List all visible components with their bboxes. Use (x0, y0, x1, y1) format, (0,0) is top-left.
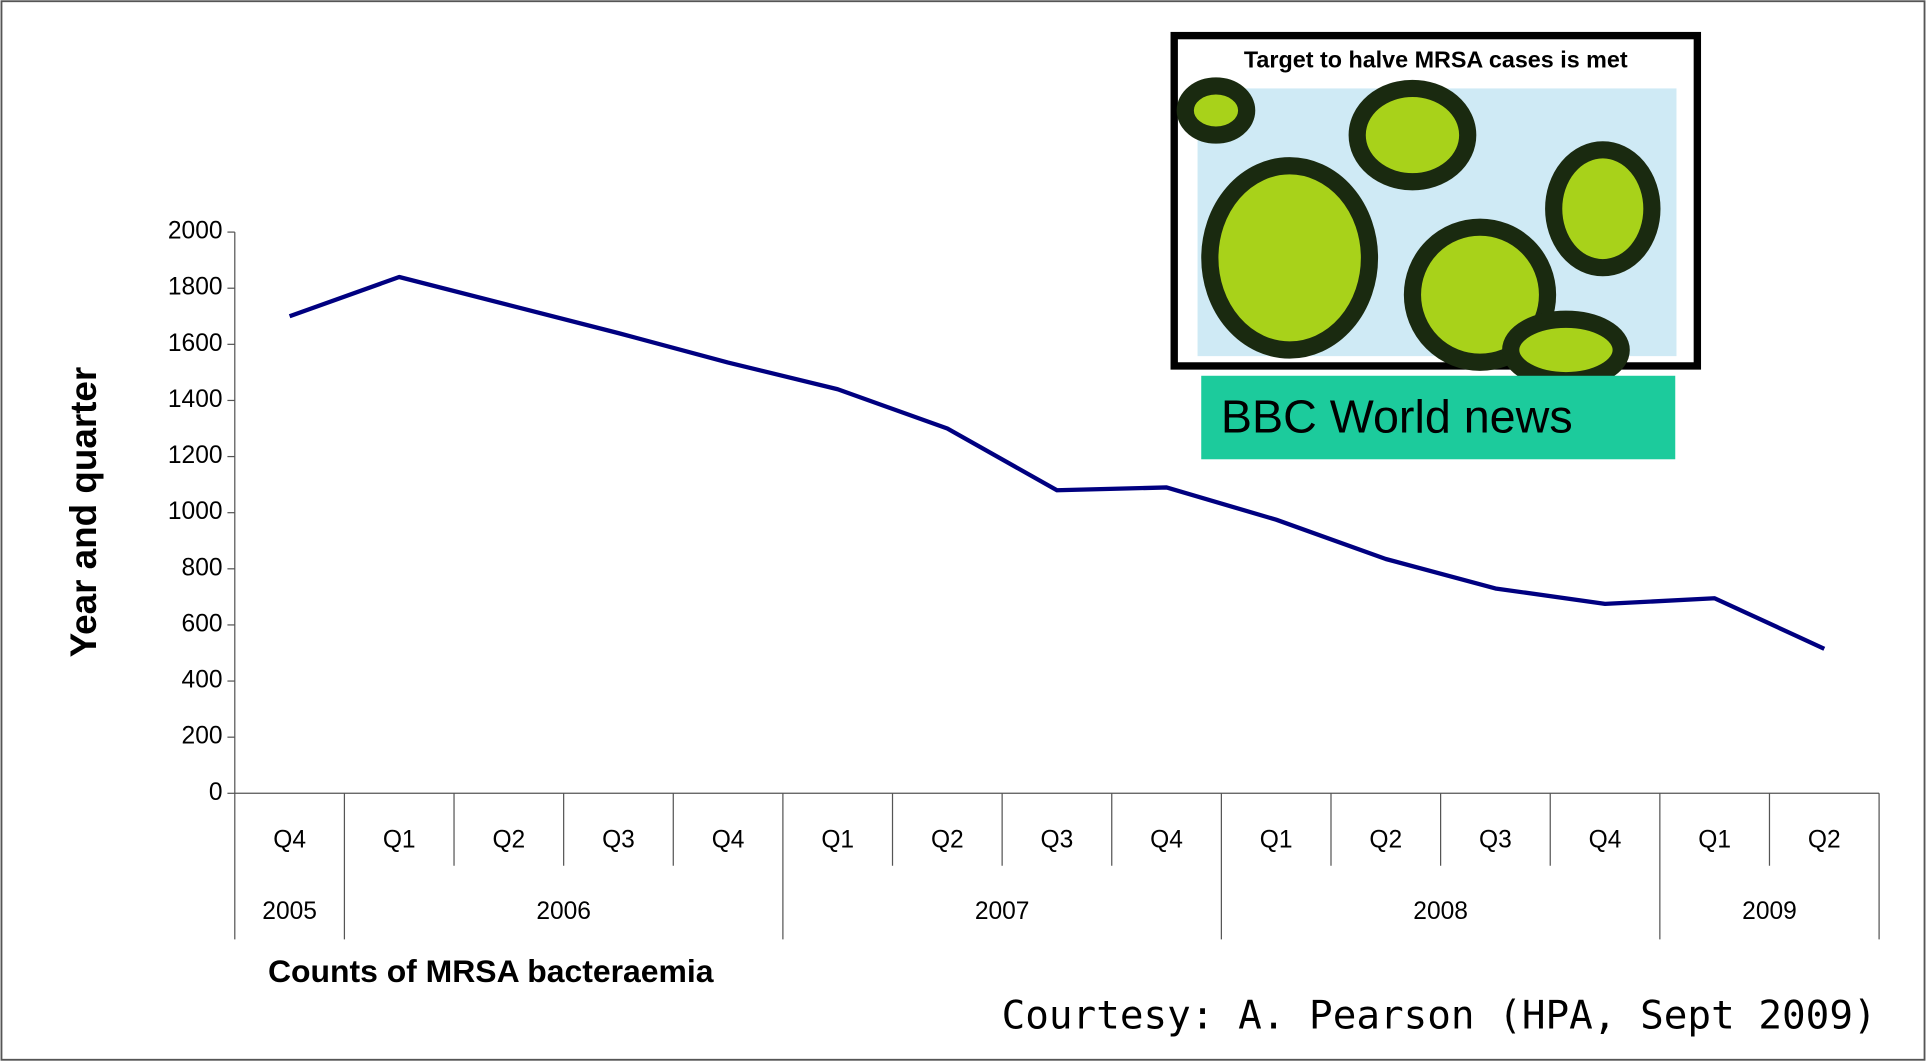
x-tick-label: Q2 (1369, 827, 1402, 854)
year-label: 2005 (262, 898, 317, 925)
x-tick-label: Q3 (1041, 827, 1074, 854)
x-tick-label: Q1 (1260, 827, 1293, 854)
y-tick-label: 800 (182, 554, 223, 581)
inset: Target to halve MRSA cases is met BBC Wo… (1170, 31, 1702, 460)
x-tick-label: Q4 (273, 827, 306, 854)
y-tick-label: 1200 (168, 442, 223, 469)
year-label: 2008 (1413, 898, 1468, 925)
credit: Courtesy: A. Pearson (HPA, Sept 2009) (1002, 994, 1877, 1039)
y-tick-label: 0 (209, 779, 223, 806)
y-tick-label: 600 (182, 610, 223, 637)
x-tick-label: Q4 (712, 827, 745, 854)
x-tick-label: Q2 (492, 827, 525, 854)
y-tick-label: 2000 (168, 218, 223, 245)
x-tick-label: Q3 (602, 827, 635, 854)
x-tick-label: Q2 (931, 827, 964, 854)
inset-caption: BBC World news (1221, 390, 1573, 442)
y-axis-title: Year and quarter (63, 367, 104, 658)
x-axis-title: Counts of MRSA bacteraemia (268, 953, 714, 989)
x-tick-label: Q1 (1698, 827, 1731, 854)
x-tick-label: Q2 (1808, 827, 1841, 854)
year-label: 2007 (975, 898, 1030, 925)
x-tick-label: Q1 (383, 827, 416, 854)
cells (1176, 77, 1661, 390)
x-tick-label: Q3 (1479, 827, 1512, 854)
y-tick-label: 1800 (168, 274, 223, 301)
y-tick-label: 400 (182, 667, 223, 694)
x-tick-label: Q4 (1150, 827, 1183, 854)
x-tick-label: Q1 (821, 827, 854, 854)
inset-headline: Target to halve MRSA cases is met (1244, 47, 1628, 73)
caption-box (1201, 375, 1676, 460)
y-tick-label: 1000 (168, 498, 223, 525)
data-line (288, 274, 1826, 651)
y-tick-label: 1600 (168, 330, 223, 357)
year-label: 2009 (1742, 898, 1797, 925)
x-tick-label: Q4 (1589, 827, 1622, 854)
year-label: 2006 (536, 898, 591, 925)
y-tick-label: 200 (182, 723, 223, 750)
y-tick-label: 1400 (168, 386, 223, 413)
